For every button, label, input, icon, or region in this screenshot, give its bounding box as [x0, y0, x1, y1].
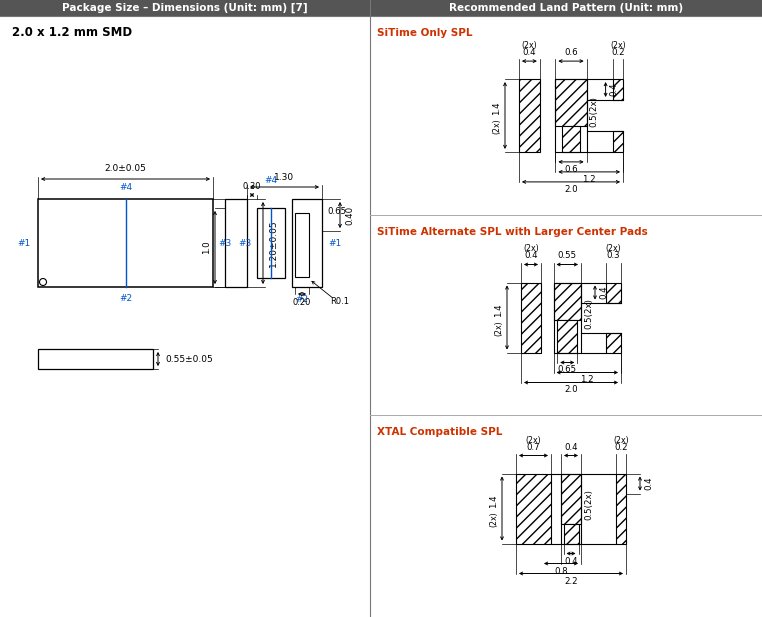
Text: (2x): (2x) [492, 118, 501, 135]
Bar [38, 349, 153, 369]
Text: 2.0: 2.0 [564, 386, 578, 394]
Text: 1.4: 1.4 [489, 495, 498, 508]
Text: 0.5(2x): 0.5(2x) [584, 299, 593, 329]
Text: 1.4: 1.4 [492, 101, 501, 115]
Text: (2x): (2x) [523, 244, 539, 254]
Text: (2x): (2x) [521, 41, 537, 50]
Bar [606, 333, 621, 352]
Text: 0.4: 0.4 [610, 83, 619, 96]
Text: (2x): (2x) [606, 244, 621, 254]
Text: 0.4: 0.4 [599, 286, 608, 299]
Text: 2.2: 2.2 [564, 576, 578, 586]
Text: #4: #4 [119, 183, 132, 192]
Text: #2: #2 [119, 294, 132, 303]
Bar [257, 208, 285, 278]
Text: 0.8: 0.8 [554, 566, 568, 576]
Text: #3: #3 [239, 239, 252, 247]
Text: 0.40: 0.40 [345, 205, 354, 225]
Text: #1: #1 [18, 239, 31, 247]
Text: 1.2: 1.2 [581, 376, 594, 384]
Text: (2x): (2x) [610, 41, 626, 50]
Bar [292, 199, 322, 287]
Text: 0.55±0.05: 0.55±0.05 [165, 355, 213, 363]
Bar [38, 199, 213, 287]
Text: 0.65: 0.65 [558, 365, 577, 375]
Text: #3: #3 [218, 239, 231, 247]
Bar [613, 79, 623, 100]
Text: (2x): (2x) [526, 436, 541, 444]
Bar [555, 79, 587, 126]
Bar [516, 473, 551, 544]
Bar [553, 283, 581, 352]
Text: SiTime Only SPL: SiTime Only SPL [377, 28, 472, 38]
Bar [225, 199, 247, 287]
Text: 2.0: 2.0 [564, 185, 578, 194]
Text: 1.30: 1.30 [274, 173, 295, 182]
Text: #1: #1 [328, 239, 341, 247]
Text: Package Size – Dimensions (Unit: mm) [7]: Package Size – Dimensions (Unit: mm) [7] [62, 3, 308, 13]
Text: 1.0: 1.0 [202, 241, 211, 254]
Bar [606, 283, 621, 302]
Text: 0.5(2x): 0.5(2x) [590, 96, 599, 127]
Text: 0.4: 0.4 [564, 442, 578, 452]
Text: XTAL Compatible SPL: XTAL Compatible SPL [377, 427, 502, 437]
Text: 0.6: 0.6 [564, 48, 578, 57]
Text: 0.2: 0.2 [614, 442, 628, 452]
Text: 0.4: 0.4 [644, 477, 653, 491]
Text: 0.4: 0.4 [523, 48, 536, 57]
Bar [616, 473, 626, 544]
Text: (2x): (2x) [613, 436, 629, 444]
Text: #2: #2 [296, 295, 309, 304]
Text: (2x): (2x) [494, 320, 503, 336]
Text: 0.7: 0.7 [527, 442, 540, 452]
Bar [561, 473, 581, 544]
Text: 2.0 x 1.2 mm SMD: 2.0 x 1.2 mm SMD [12, 26, 132, 39]
Text: 0.2: 0.2 [611, 48, 625, 57]
Bar [561, 473, 581, 523]
Text: 0.55: 0.55 [558, 252, 577, 260]
Text: #4: #4 [264, 176, 277, 185]
Bar [555, 79, 587, 152]
Text: 0.4: 0.4 [524, 252, 538, 260]
Text: (2x): (2x) [489, 511, 498, 527]
Text: 2.0±0.05: 2.0±0.05 [104, 164, 146, 173]
Bar [295, 213, 309, 277]
Bar [613, 131, 623, 152]
Bar [0, 0, 370, 16]
Text: R0.1: R0.1 [330, 297, 349, 307]
Bar [370, 0, 762, 16]
Bar [564, 523, 578, 544]
Bar [553, 283, 581, 320]
Text: 0.5(2x): 0.5(2x) [584, 489, 593, 520]
Text: 0.6: 0.6 [564, 165, 578, 174]
Text: 0.3: 0.3 [607, 252, 620, 260]
Bar [521, 283, 541, 352]
Bar [557, 320, 578, 352]
Text: 0.20: 0.20 [293, 298, 311, 307]
Text: 0.30: 0.30 [243, 182, 261, 191]
Bar [562, 126, 581, 152]
Text: 0.65: 0.65 [327, 207, 346, 215]
Bar [519, 79, 539, 152]
Text: 0.4: 0.4 [564, 557, 578, 566]
Text: 1.2: 1.2 [582, 175, 596, 184]
Text: 1.20±0.05: 1.20±0.05 [269, 219, 278, 267]
Text: Recommended Land Pattern (Unit: mm): Recommended Land Pattern (Unit: mm) [449, 3, 683, 13]
Text: 1.4: 1.4 [494, 304, 503, 317]
Text: SiTime Alternate SPL with Larger Center Pads: SiTime Alternate SPL with Larger Center … [377, 227, 648, 237]
